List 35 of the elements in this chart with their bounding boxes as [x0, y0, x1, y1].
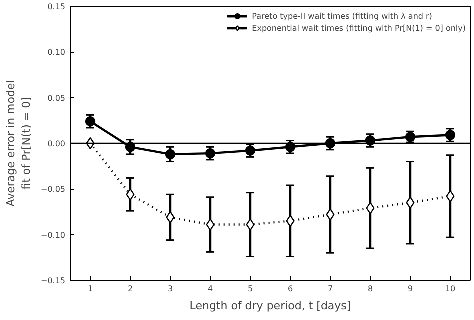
- point: [406, 196, 415, 209]
- y-tick-label: −0.15: [40, 276, 66, 286]
- y-tick-label: −0.10: [40, 230, 66, 240]
- y-tick-label: 0.10: [48, 48, 66, 58]
- y-tick-label: −0.05: [40, 185, 66, 194]
- point: [286, 215, 295, 228]
- x-tick-label: 8: [368, 284, 374, 294]
- point: [326, 208, 335, 221]
- point: [125, 142, 136, 152]
- point: [366, 202, 375, 214]
- point: [246, 218, 255, 231]
- y-axis-title: Average error in model fit of Pr[N(t) = 0]: [4, 80, 33, 207]
- x-tick-label: 7: [328, 284, 334, 294]
- x-tick-label: 4: [208, 284, 214, 294]
- y-tick-label: 0.00: [48, 140, 66, 148]
- point: [165, 149, 176, 160]
- legend-label: Pareto type-II wait times (fitting with λ and r): [252, 10, 432, 22]
- x-tick-label: 10: [445, 284, 456, 294]
- y-tick-label: 0.15: [48, 2, 66, 12]
- x-tick-label: 3: [168, 284, 174, 294]
- x-tick-label: 5: [248, 284, 254, 294]
- x-tick-label: 2: [128, 284, 134, 294]
- point: [245, 146, 256, 156]
- point: [85, 116, 96, 127]
- x-tick-label: 9: [408, 284, 414, 294]
- x-tick-label: 1: [88, 284, 94, 294]
- point: [285, 142, 296, 152]
- legend-label: Exponential wait times (fitting with Pr[N(1) = 0] only): [252, 22, 466, 34]
- x-tick-label: 6: [288, 284, 294, 294]
- point: [206, 218, 215, 231]
- y-tick-label: 0.05: [48, 94, 66, 103]
- point: [126, 188, 135, 201]
- x-axis-title: Length of dry period, t [days]: [190, 300, 352, 312]
- point: [445, 130, 456, 140]
- point: [205, 148, 216, 159]
